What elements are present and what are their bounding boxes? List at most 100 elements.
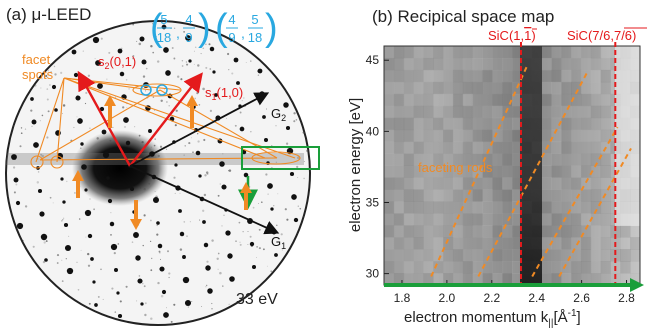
leed-spot [267,183,273,189]
heatmap-cell [482,165,493,178]
noise-dot [181,65,184,67]
heatmap-cell [423,165,434,178]
leed-spot [64,244,72,252]
facet-spot-ellipse [132,83,182,97]
noise-dot [168,105,170,107]
noise-dot [149,240,152,243]
heatmap-texture [384,46,641,286]
noise-dot [194,97,196,100]
heatmap-cell [384,105,395,119]
heatmap-cell [512,273,523,286]
heatmap-cell [413,201,424,214]
heatmap-cell [472,177,483,190]
leed-spot [44,258,48,262]
heatmap-cell [482,46,493,59]
heatmap-cell [551,153,562,166]
heatmap-cell [403,141,415,155]
heatmap-cell [541,105,552,119]
heatmap-cell [502,69,513,83]
noise-dot [46,88,49,90]
leed-spot [87,233,93,239]
heatmap-cell [482,57,493,71]
noise-dot [299,291,301,294]
noise-dot [49,84,51,86]
leed-spot [182,255,186,259]
heatmap-cell [413,165,424,178]
noise-dot [223,45,224,47]
g2-label: G2 [271,106,286,123]
heatmap-cell [502,153,513,166]
noise-dot [41,154,44,158]
noise-dot [205,286,207,288]
heatmap-cell [393,165,405,178]
heatmap-cell [492,165,503,178]
noise-dot [217,268,219,270]
leed-spot [229,276,235,282]
noise-dot [132,23,135,26]
noise-dot [62,303,65,306]
facet-line [39,89,161,161]
leed-spot [233,57,239,63]
noise-dot [49,196,52,199]
leed-spot [251,264,257,270]
leed-spot [185,35,191,41]
heatmap-cell [492,237,503,250]
heatmap-cell [600,117,611,131]
noise-dot [307,29,310,32]
noise-dot [270,270,272,273]
heatmap-cell [462,153,474,166]
noise-dot [87,264,91,267]
facet-label-line1: facet [22,52,51,67]
heatmap-cell [541,117,552,131]
heatmap-cell [482,189,493,202]
leed-spot [249,241,255,247]
noise-dot [303,160,305,162]
noise-dot [160,99,163,102]
noise-dot [86,311,88,313]
heatmap-cell [600,46,611,59]
heatmap-cell [443,201,454,214]
noise-dot [50,71,52,73]
noise-dot [117,243,120,245]
s2-label: s2(0,1) [98,54,136,71]
s1-vector-arrow [129,72,203,167]
noise-dot [114,96,117,98]
heatmap-cell [393,273,405,286]
noise-dot [76,261,78,263]
heatmap-cell [393,261,405,274]
heatmap-cell [502,249,513,262]
leed-spot [161,289,167,295]
heatmap-cell [571,273,582,286]
noise-dot [142,244,144,247]
noise-dot [82,50,84,52]
leed-spot [159,266,165,272]
heatmap-cell [561,261,572,274]
heatmap-cell [403,81,415,95]
orange-arrow-head [130,219,142,230]
noise-dot [216,257,219,260]
frac-num: 5 [251,12,258,27]
heatmap-cell [541,225,552,238]
heatmap-cell [403,237,415,250]
noise-dot [32,42,35,45]
noise-dot [304,246,308,250]
heatmap-cell [551,57,562,71]
heatmap-cell [600,177,611,190]
heatmap-cell [492,249,503,262]
heatmap-cell [423,129,434,143]
heatmap-cell [433,165,444,178]
heatmap-cell [590,225,602,238]
heatmap-cell [561,201,572,214]
heatmap-cell [551,177,562,190]
noise-dot [234,124,237,127]
noise-dot [297,156,300,159]
heatmap-cell [433,117,444,131]
noise-dot [41,276,44,280]
heatmap-cell [502,117,513,131]
heatmap-cell [462,69,474,83]
heatmap-cell [452,105,464,119]
heatmap-cell [452,237,464,250]
y-axis-label: electron energy [eV] [347,98,364,232]
heatmap-cell [600,153,611,166]
noise-dot [258,247,261,250]
